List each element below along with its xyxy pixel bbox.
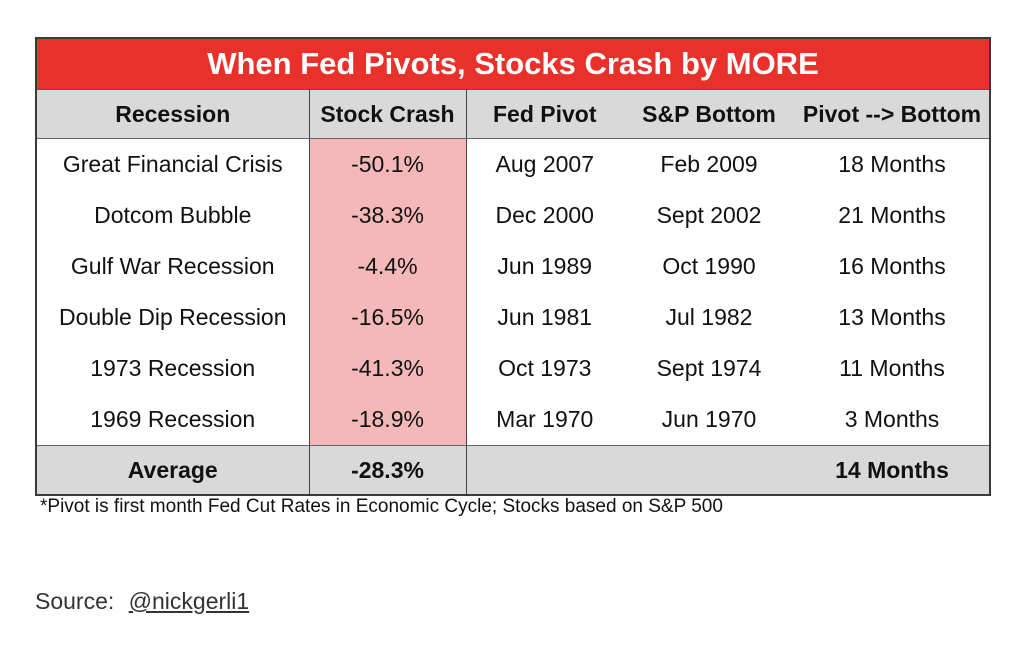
- data-table: Recession Stock Crash Fed Pivot S&P Bott…: [37, 90, 989, 494]
- sp-bottom-cell: Jul 1982: [665, 304, 753, 330]
- pivot-to-bottom-cell: 16 Months: [838, 253, 946, 279]
- fed-pivot-cell: Jun 1989: [465, 241, 623, 292]
- average-blank: [465, 445, 795, 494]
- sp-bottom-cell: Jun 1970: [661, 406, 757, 432]
- fed-pivot-cell: Oct 1973: [465, 343, 623, 394]
- stock-crash-cell: -18.9%: [308, 394, 466, 446]
- stock-crash-cell: -50.1%: [308, 138, 466, 190]
- fed-pivot-cell: Aug 2007: [465, 138, 623, 190]
- recession-cell: Great Financial Crisis: [62, 151, 283, 177]
- pivot-to-bottom-cell: 13 Months: [838, 304, 946, 330]
- table-row: Double Dip Recession -16.5% Jun 1981 Jul…: [37, 292, 989, 343]
- source-label: Source:: [35, 588, 115, 614]
- stock-crash-cell: -4.4%: [308, 241, 466, 292]
- stock-crash-cell: -41.3%: [308, 343, 466, 394]
- average-row: Average -28.3% 14 Months: [37, 445, 989, 494]
- recession-cell: Dotcom Bubble: [94, 202, 252, 228]
- pivot-to-bottom-cell: 11 Months: [839, 355, 945, 381]
- fed-pivot-cell: Jun 1981: [465, 292, 623, 343]
- sp-bottom-cell: Oct 1990: [662, 253, 756, 279]
- pivot-to-bottom-cell: 21 Months: [838, 202, 946, 228]
- table-row: Gulf War Recession -4.4% Jun 1989 Oct 19…: [37, 241, 989, 292]
- sp-bottom-cell: Feb 2009: [660, 151, 758, 177]
- col-header-stock-crash: Stock Crash: [308, 90, 466, 139]
- average-months: 14 Months: [795, 445, 989, 494]
- table-title: When Fed Pivots, Stocks Crash by MORE: [37, 39, 989, 90]
- fed-pivot-table: When Fed Pivots, Stocks Crash by MORE Re…: [35, 37, 991, 496]
- fed-pivot-cell: Dec 2000: [465, 190, 623, 241]
- recession-cell: Double Dip Recession: [58, 304, 287, 330]
- recession-cell: Gulf War Recession: [70, 253, 275, 279]
- pivot-to-bottom-cell: 3 Months: [844, 406, 940, 432]
- stock-crash-cell: -38.3%: [308, 190, 466, 241]
- header-row: Recession Stock Crash Fed Pivot S&P Bott…: [37, 90, 989, 139]
- col-header-recession: Recession: [37, 90, 309, 139]
- recession-cell: 1973 Recession: [90, 355, 256, 381]
- table-row: Great Financial Crisis -50.1% Aug 2007 F…: [37, 138, 989, 190]
- fed-pivot-cell: Mar 1970: [465, 394, 623, 446]
- sp-bottom-cell: Sept 2002: [656, 202, 762, 228]
- col-header-pivot-to-bottom: Pivot --> Bottom: [795, 90, 989, 139]
- sp-bottom-cell: Sept 1974: [656, 355, 762, 381]
- col-header-sp-bottom: S&P Bottom: [623, 90, 795, 139]
- source-link[interactable]: @nickgerli1: [128, 588, 250, 614]
- table-row: Dotcom Bubble -38.3% Dec 2000 Sept 2002 …: [37, 190, 989, 241]
- pivot-to-bottom-cell: 18 Months: [838, 151, 946, 177]
- source-line: Source: @nickgerli1: [35, 588, 249, 615]
- average-crash: -28.3%: [308, 445, 466, 494]
- recession-cell: 1969 Recession: [90, 406, 256, 432]
- average-label: Average: [37, 445, 309, 494]
- col-header-fed-pivot: Fed Pivot: [465, 90, 623, 139]
- footnote: *Pivot is first month Fed Cut Rates in E…: [40, 496, 723, 517]
- table-row: 1973 Recession -41.3% Oct 1973 Sept 1974…: [37, 343, 989, 394]
- stock-crash-cell: -16.5%: [308, 292, 466, 343]
- table-row: 1969 Recession -18.9% Mar 1970 Jun 1970 …: [37, 394, 989, 446]
